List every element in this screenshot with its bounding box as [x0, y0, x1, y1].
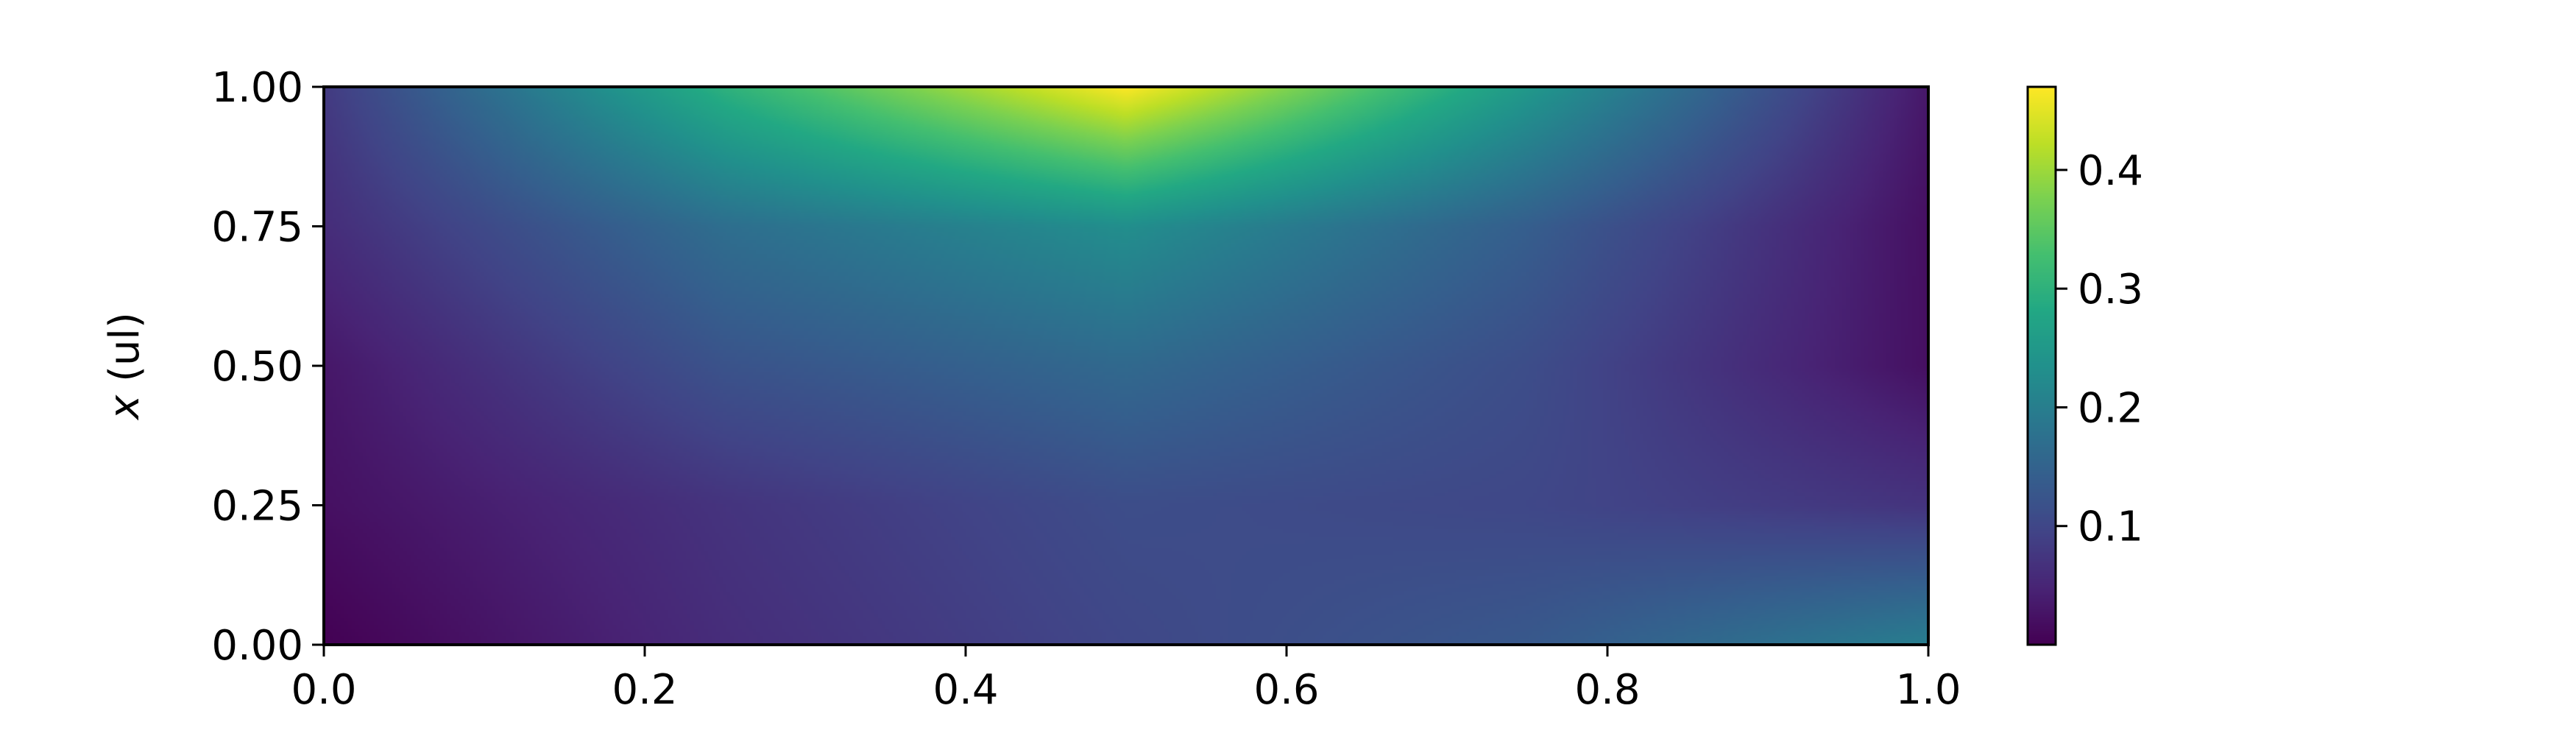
y-tick-label: 0.75 [211, 204, 303, 252]
colorbar-frame [2026, 85, 2057, 646]
y-axis-label-symbol: x [101, 394, 149, 421]
heatmap-field [324, 87, 1928, 645]
x-tick-label: 0.8 [1574, 666, 1640, 714]
y-axis-label: x (ul) [101, 312, 149, 421]
y-tick-label: 0.50 [211, 343, 303, 391]
y-tick-label: 1.00 [211, 64, 303, 112]
y-tick-label: 0.00 [211, 622, 303, 670]
y-axis: 0.00 0.25 0.50 0.75 1.00 [211, 64, 324, 670]
y-axis-label-unit: (ul) [101, 312, 149, 395]
colorbar-tick-label: 0.1 [2078, 503, 2143, 551]
x-tick-label: 1.0 [1895, 666, 1961, 714]
x-tick-label: 0.6 [1253, 666, 1319, 714]
y-tick-label: 0.25 [211, 483, 303, 531]
x-tick-label: 0.0 [291, 666, 356, 714]
x-tick-label: 0.2 [612, 666, 677, 714]
colorbar: 0.1 0.2 0.3 0.4 [2026, 85, 2143, 646]
colorbar-ticks: 0.1 0.2 0.3 0.4 [2056, 147, 2143, 551]
colorbar-gradient [2028, 87, 2056, 645]
x-axis: 0.0 0.2 0.4 0.6 0.8 1.0 [291, 645, 1961, 714]
heatmap-image [324, 87, 1928, 645]
x-tick-label: 0.4 [933, 666, 998, 714]
colorbar-tick-label: 0.4 [2078, 147, 2143, 195]
colorbar-tick-label: 0.2 [2078, 384, 2143, 432]
colorbar-tick-label: 0.3 [2078, 266, 2143, 314]
